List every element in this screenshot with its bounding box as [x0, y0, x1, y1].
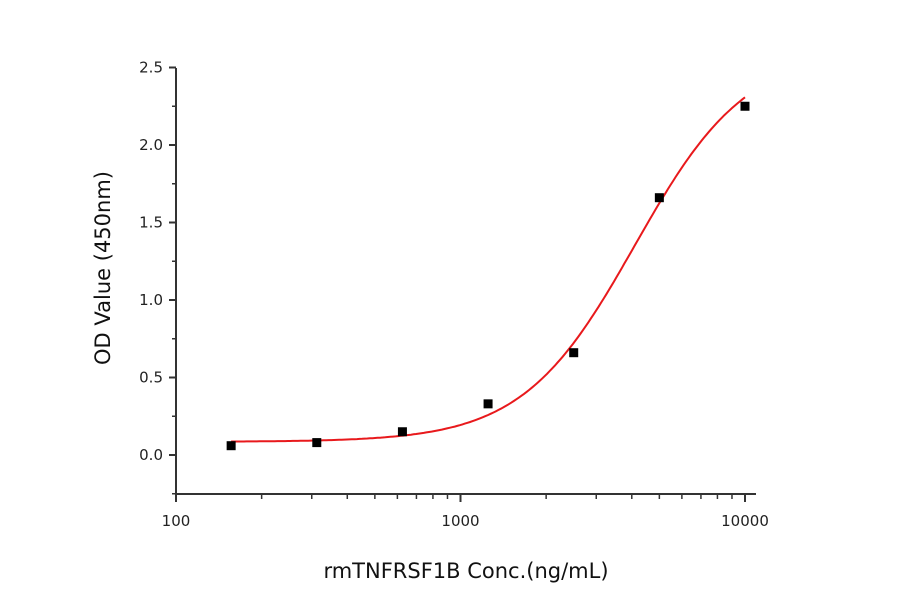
x-tick-label: 1000	[441, 512, 479, 530]
data-point	[654, 193, 664, 203]
y-tick-label: 2.0	[139, 136, 163, 154]
x-axis-title: rmTNFRSF1B Conc.(ng/mL)	[323, 559, 608, 583]
data-points	[226, 101, 750, 451]
x-tick-label: 100	[162, 512, 191, 530]
x-tick-label: 10000	[721, 512, 769, 530]
data-point	[226, 441, 236, 451]
x-axis-ticks: 100 1000 10000	[162, 494, 769, 530]
y-axis-ticks: 0.0 0.5 1.0 1.5 2.0 2.5	[139, 59, 176, 495]
y-tick-label: 2.5	[139, 59, 163, 77]
y-tick-label: 0.0	[139, 446, 163, 464]
data-point	[397, 427, 407, 437]
data-point	[483, 399, 493, 409]
data-point	[740, 101, 750, 111]
y-axis-title: OD Value (450nm)	[91, 171, 115, 365]
y-tick-label: 1.5	[139, 214, 163, 232]
fit-curve	[231, 96, 746, 443]
y-tick-label: 0.5	[139, 369, 163, 387]
y-tick-label: 1.0	[139, 291, 163, 309]
data-point	[312, 438, 322, 448]
data-point	[569, 348, 579, 358]
